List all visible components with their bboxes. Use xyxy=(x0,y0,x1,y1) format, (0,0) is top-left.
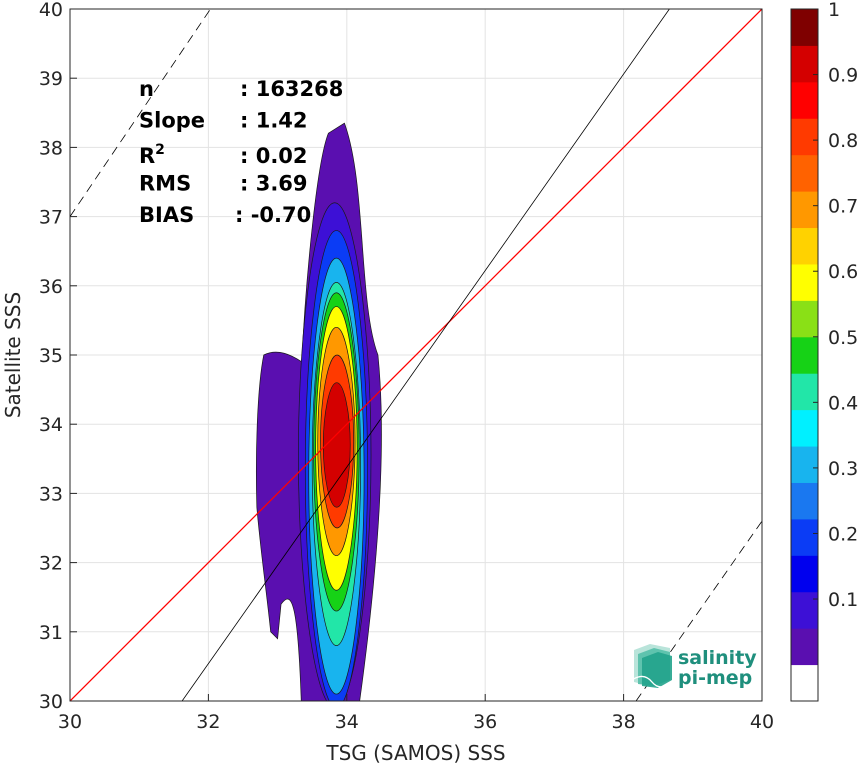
colorbar-tick-label-6: 0.7 xyxy=(828,196,858,218)
y-tick-label-3: 33 xyxy=(39,483,63,505)
y-tick-label-10: 40 xyxy=(39,0,63,21)
colorbar-segment-9 xyxy=(791,336,818,374)
stat-key-4: BIAS xyxy=(139,203,194,227)
y-tick-label-4: 34 xyxy=(39,414,63,436)
colorbar-tick-label-3: 0.4 xyxy=(828,392,858,414)
colorbar-segment-3 xyxy=(791,555,818,593)
y-tick-label-6: 36 xyxy=(39,276,63,298)
stat-value-2: : 0.02 xyxy=(240,144,308,168)
colorbar-segment-2 xyxy=(791,591,818,629)
x-tick-label-1: 32 xyxy=(196,711,220,733)
colorbar-segment-5 xyxy=(791,482,818,520)
density-contours xyxy=(256,122,382,701)
logo-line-pi-mep: pi-mep xyxy=(678,667,752,689)
stat-key-3: RMS xyxy=(139,172,191,196)
colorbar-segment-13 xyxy=(791,191,818,229)
colorbar-tick-label-4: 0.5 xyxy=(828,327,858,349)
line-1-1 xyxy=(70,9,762,701)
colorbar-segment-14 xyxy=(791,154,818,192)
colorbar-tick-label-2: 0.3 xyxy=(828,458,858,480)
contour-level-9 xyxy=(322,382,351,508)
colorbar-tick-label-0: 0.1 xyxy=(828,589,858,611)
colorbar: 0.1 0.2 0.3 0.4 0.5 0.6 0.7 0.8 0.9 1 xyxy=(790,0,858,702)
stat-value-1: : 1.42 xyxy=(240,109,308,133)
colorbar-segment-10 xyxy=(791,300,818,338)
colorbar-segment-12 xyxy=(791,227,818,265)
x-axis-label: TSG (SAMOS) SSS xyxy=(325,741,505,765)
salinity-waves-icon xyxy=(631,644,675,688)
colorbar-segment-18 xyxy=(791,9,818,46)
stat-value-3: : 3.69 xyxy=(240,172,308,196)
colorbar-segment-0 xyxy=(791,664,818,702)
y-tick-label-9: 39 xyxy=(39,68,63,90)
y-tick-label-2: 32 xyxy=(39,553,63,575)
x-tick-label-2: 34 xyxy=(335,711,359,733)
colorbar-segment-15 xyxy=(791,118,818,156)
colorbar-segment-6 xyxy=(791,446,818,483)
colorbar-tick-label-1: 0.2 xyxy=(828,523,858,545)
stat-key-superscript-2: 2 xyxy=(155,142,165,158)
colorbar-frame xyxy=(790,8,819,702)
line-regression xyxy=(181,9,670,701)
colorbar-segment-1 xyxy=(791,628,818,666)
colorbar-segment-17 xyxy=(791,45,818,83)
colorbar-tick-label-9: 1 xyxy=(828,0,840,21)
stat-key-1: Slope xyxy=(139,109,205,133)
colorbar-segment-16 xyxy=(791,81,818,119)
colorbar-segment-8 xyxy=(791,373,818,411)
logo-line-salinity: salinity xyxy=(678,647,757,669)
colorbar-segment-11 xyxy=(791,263,818,301)
y-tick-labels: 30 31 32 33 34 35 36 37 38 39 40 xyxy=(39,0,77,713)
x-tick-labels: 30 32 34 36 38 40 xyxy=(58,694,774,733)
colorbar-tick-label-8: 0.9 xyxy=(828,65,858,87)
colorbar-tick-label-7: 0.8 xyxy=(828,130,858,152)
x-tick-label-3: 36 xyxy=(473,711,497,733)
x-tick-label-0: 30 xyxy=(58,711,82,733)
y-tick-label-5: 35 xyxy=(39,345,63,367)
stat-value-0: : 163268 xyxy=(240,77,343,101)
colorbar-tick-label-5: 0.6 xyxy=(828,261,858,283)
stat-value-4: : -0.70 xyxy=(235,203,311,227)
y-tick-label-1: 31 xyxy=(39,622,63,644)
y-tick-label-7: 37 xyxy=(39,207,63,229)
x-tick-label-5: 40 xyxy=(750,711,774,733)
y-tick-label-8: 38 xyxy=(39,137,63,159)
line-upper-bound xyxy=(70,9,211,217)
stat-key-2: R2 xyxy=(139,142,165,168)
y-tick-label-0: 30 xyxy=(39,691,63,713)
colorbar-segment-7 xyxy=(791,409,818,447)
statistics-box: n : 163268 Slope : 1.42 R2 : 0.02 RMS : 3.69 BIA… xyxy=(139,77,343,227)
colorbar-segment-4 xyxy=(791,518,818,556)
x-tick-label-4: 38 xyxy=(612,711,636,733)
stat-key-0: n xyxy=(139,77,154,101)
y-axis-label: Satellite SSS xyxy=(1,292,25,418)
salinity-pi-mep-logo: salinity pi-mep xyxy=(631,644,757,689)
